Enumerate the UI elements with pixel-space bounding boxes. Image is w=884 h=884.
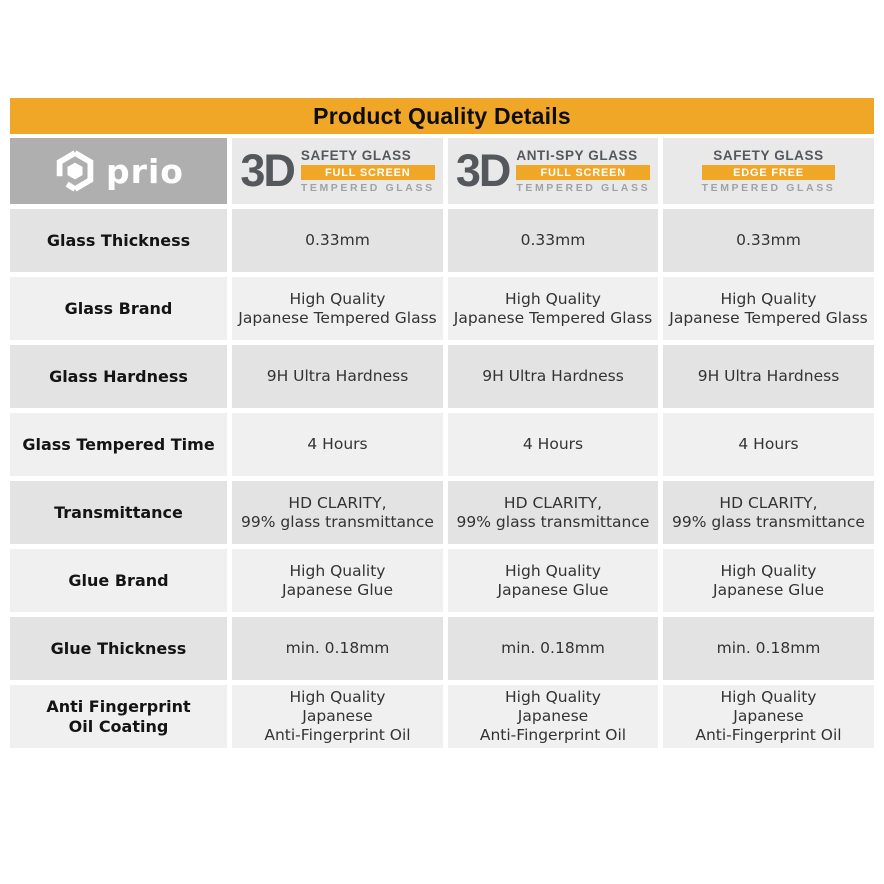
row-value: High Quality Japanese Tempered Glass	[238, 289, 437, 327]
product-name: ANTI-SPY GLASS	[516, 148, 638, 163]
header-row: prio 3D SAFETY GLASS FULL SCREEN TEMPERE…	[10, 138, 874, 204]
row-label-cell: Anti Fingerprint Oil Coating	[10, 685, 227, 748]
row-label: Glass Brand	[64, 298, 173, 318]
row-value-cell: 0.33mm	[448, 209, 658, 272]
row-value-cell: min. 0.18mm	[448, 617, 658, 680]
row-value: High Quality Japanese Anti-Fingerprint O…	[479, 688, 627, 744]
product-header-edge-free-safety-glass: SAFETY GLASS EDGE FREE TEMPERED GLASS	[663, 138, 874, 204]
product-subtitle: TEMPERED GLASS	[516, 182, 651, 194]
row-label: Transmittance	[54, 502, 183, 522]
table-row: Glass Hardness 9H Ultra Hardness 9H Ultr…	[10, 345, 874, 408]
row-value: min. 0.18mm	[501, 639, 605, 658]
table-row: Glue Brand High Quality Japanese Glue Hi…	[10, 549, 874, 612]
product-3d-mark: 3D	[455, 144, 512, 196]
product-badge: FULL SCREEN	[516, 165, 651, 180]
table-title-bar: Product Quality Details	[10, 98, 874, 134]
row-value-cell: 9H Ultra Hardness	[232, 345, 443, 408]
product-name: SAFETY GLASS	[300, 148, 412, 163]
product-header-3d-anti-spy-glass: 3D ANTI-SPY GLASS FULL SCREEN TEMPERED G…	[448, 138, 658, 204]
row-value: High Quality Japanese Glue	[282, 561, 393, 599]
table-row: Glue Thickness min. 0.18mm min. 0.18mm m…	[10, 617, 874, 680]
row-label-cell: Glass Hardness	[10, 345, 227, 408]
row-value: 4 Hours	[307, 435, 368, 454]
row-value-cell: min. 0.18mm	[663, 617, 874, 680]
row-label: Anti Fingerprint Oil Coating	[46, 696, 191, 736]
product-3d-mark: 3D	[240, 144, 296, 196]
row-label: Glass Tempered Time	[22, 434, 215, 454]
row-label-cell: Glue Brand	[10, 549, 227, 612]
row-label-cell: Transmittance	[10, 481, 227, 544]
row-value: HD CLARITY, 99% glass transmittance	[456, 493, 650, 531]
row-value-cell: 0.33mm	[663, 209, 874, 272]
row-label: Glass Thickness	[46, 230, 191, 250]
row-label: Glue Thickness	[50, 638, 187, 658]
row-value: 9H Ultra Hardness	[266, 367, 409, 386]
row-value-cell: min. 0.18mm	[232, 617, 443, 680]
row-value-cell: 4 Hours	[663, 413, 874, 476]
row-value: HD CLARITY, 99% glass transmittance	[241, 493, 434, 531]
row-value-cell: HD CLARITY, 99% glass transmittance	[663, 481, 874, 544]
row-value: 0.33mm	[736, 231, 801, 250]
product-quality-table: Product Quality Details prio	[10, 98, 874, 753]
product-header-3d-safety-glass: 3D SAFETY GLASS FULL SCREEN TEMPERED GLA…	[232, 138, 443, 204]
row-value: 0.33mm	[520, 231, 586, 250]
row-label: Glue Brand	[68, 570, 169, 590]
row-value-cell: HD CLARITY, 99% glass transmittance	[448, 481, 658, 544]
product-badge: FULL SCREEN	[300, 165, 435, 180]
product-title-stack: SAFETY GLASS FULL SCREEN TEMPERED GLASS	[300, 148, 435, 194]
row-label-cell: Glue Thickness	[10, 617, 227, 680]
table-row: Glass Thickness 0.33mm 0.33mm 0.33mm	[10, 209, 874, 272]
row-value: High Quality Japanese Tempered Glass	[669, 289, 868, 327]
row-value: min. 0.18mm	[285, 639, 390, 658]
product-badge: EDGE FREE	[701, 165, 836, 180]
table-row: Anti Fingerprint Oil Coating High Qualit…	[10, 685, 874, 748]
product-subtitle: TEMPERED GLASS	[701, 182, 836, 194]
row-value-cell: 4 Hours	[232, 413, 443, 476]
row-value-cell: High Quality Japanese Anti-Fingerprint O…	[232, 685, 443, 748]
row-value-cell: High Quality Japanese Tempered Glass	[448, 277, 658, 340]
row-value-cell: High Quality Japanese Anti-Fingerprint O…	[663, 685, 874, 748]
row-value: High Quality Japanese Glue	[713, 561, 824, 599]
row-value: High Quality Japanese Tempered Glass	[453, 289, 653, 327]
row-value: High Quality Japanese Anti-Fingerprint O…	[695, 688, 842, 744]
row-value: 0.33mm	[305, 231, 370, 250]
row-value: 4 Hours	[522, 435, 584, 454]
row-value: HD CLARITY, 99% glass transmittance	[672, 493, 865, 531]
product-name: SAFETY GLASS	[713, 148, 824, 163]
row-value-cell: High Quality Japanese Tempered Glass	[232, 277, 443, 340]
row-label: Glass Hardness	[49, 366, 188, 386]
brand-name: prio	[106, 151, 184, 191]
row-label-cell: Glass Brand	[10, 277, 227, 340]
product-subtitle: TEMPERED GLASS	[300, 182, 435, 194]
row-value-cell: High Quality Japanese Glue	[232, 549, 443, 612]
row-value: min. 0.18mm	[716, 639, 821, 658]
row-value: 4 Hours	[738, 435, 799, 454]
row-value-cell: High Quality Japanese Anti-Fingerprint O…	[448, 685, 658, 748]
row-label-cell: Glass Tempered Time	[10, 413, 227, 476]
table-row: Glass Tempered Time 4 Hours 4 Hours 4 Ho…	[10, 413, 874, 476]
table-row: Transmittance HD CLARITY, 99% glass tran…	[10, 481, 874, 544]
table-row: Glass Brand High Quality Japanese Temper…	[10, 277, 874, 340]
row-value-cell: High Quality Japanese Glue	[448, 549, 658, 612]
page-title: Product Quality Details	[313, 102, 571, 129]
product-title-stack: SAFETY GLASS EDGE FREE TEMPERED GLASS	[701, 148, 836, 194]
prio-logo-icon	[53, 149, 97, 193]
row-value-cell: 4 Hours	[448, 413, 658, 476]
row-value: 9H Ultra Hardness	[697, 367, 840, 386]
row-value: High Quality Japanese Anti-Fingerprint O…	[264, 688, 411, 744]
brand-logo-cell: prio	[10, 138, 227, 204]
row-value: High Quality Japanese Glue	[497, 561, 609, 599]
row-value-cell: High Quality Japanese Tempered Glass	[663, 277, 874, 340]
row-value-cell: HD CLARITY, 99% glass transmittance	[232, 481, 443, 544]
row-value-cell: 9H Ultra Hardness	[448, 345, 658, 408]
row-value-cell: 0.33mm	[232, 209, 443, 272]
row-value-cell: 9H Ultra Hardness	[663, 345, 874, 408]
product-title-stack: ANTI-SPY GLASS FULL SCREEN TEMPERED GLAS…	[516, 148, 651, 194]
row-value: 9H Ultra Hardness	[482, 367, 624, 386]
row-value-cell: High Quality Japanese Glue	[663, 549, 874, 612]
row-label-cell: Glass Thickness	[10, 209, 227, 272]
